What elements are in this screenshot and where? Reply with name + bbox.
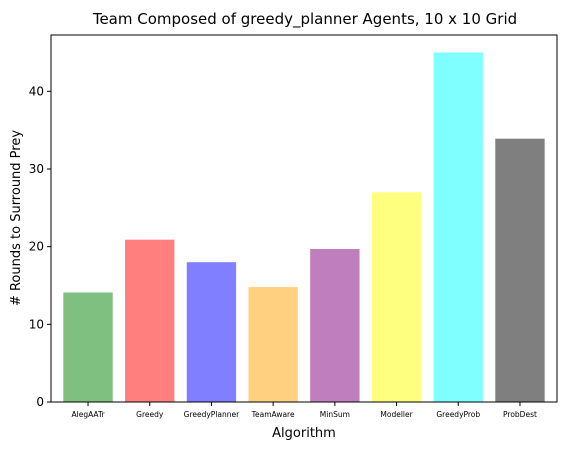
x-tick-label: MinSum <box>320 410 350 419</box>
y-axis-title: # Rounds to Surround Prey <box>9 130 24 306</box>
x-tick-label: GreedyPlanner <box>184 410 240 419</box>
y-ticks: 0 10 20 30 40 <box>29 84 51 409</box>
y-tick-label: 30 <box>29 162 44 176</box>
x-axis-title: Algorithm <box>272 426 336 441</box>
x-tick-label: ProbDest <box>503 410 537 419</box>
y-tick-label: 20 <box>29 240 44 254</box>
chart-title: Team Composed of greedy_planner Agents, … <box>92 10 517 29</box>
x-tick-label: Modeller <box>380 410 413 419</box>
x-tick-label: GreedyProb <box>436 410 480 419</box>
bar-greedyprob <box>433 52 483 402</box>
bar-probdest <box>495 138 545 402</box>
bar-minsum <box>310 248 360 402</box>
bar-alegaatr <box>63 292 113 402</box>
x-tick-label: AlegAATr <box>72 410 106 419</box>
x-tick-label: Greedy <box>136 410 164 419</box>
y-tick-label: 40 <box>29 84 44 98</box>
bar-greedy <box>125 239 175 402</box>
y-tick-label: 0 <box>36 395 44 409</box>
bar-teamaware <box>248 287 298 402</box>
bar-modeller <box>371 192 422 402</box>
x-ticks: AlegAATr Greedy GreedyPlanner TeamAware MinS… <box>72 402 537 419</box>
x-tick-label: TeamAware <box>251 410 295 419</box>
plot-frame <box>50 34 558 403</box>
bar-greedyplanner <box>186 262 237 402</box>
bars-group <box>63 52 545 402</box>
y-tick-label: 10 <box>29 317 44 331</box>
